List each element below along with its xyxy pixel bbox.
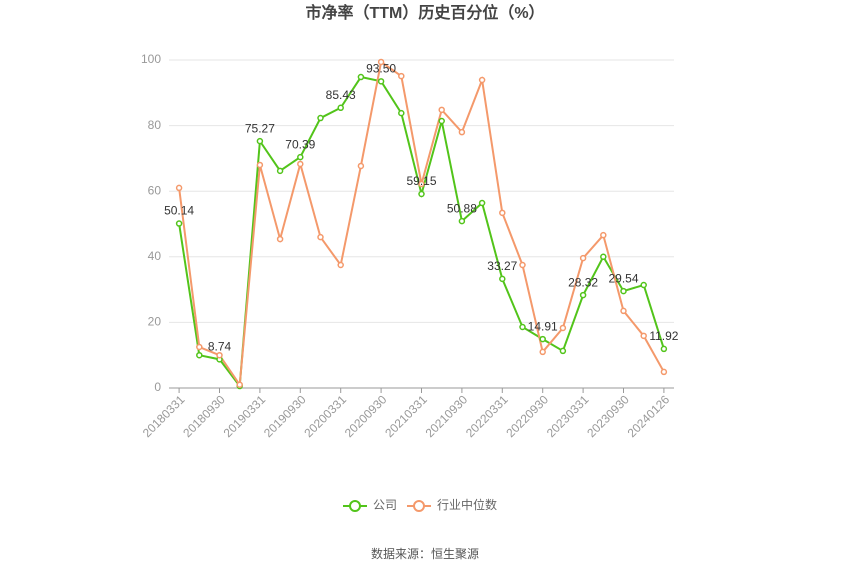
data-label: 33.27 <box>487 259 517 273</box>
x-tick-label: 20210331 <box>382 392 430 440</box>
point <box>256 137 264 145</box>
legend-label: 行业中位数 <box>437 497 497 512</box>
x-tick-label: 20180331 <box>140 392 188 440</box>
y-tick-label: 0 <box>154 380 161 394</box>
x-tick-label: 20190331 <box>221 392 269 440</box>
point <box>478 199 486 207</box>
legend-marker <box>349 500 361 512</box>
point <box>357 162 365 170</box>
point <box>620 287 627 295</box>
point <box>519 323 526 331</box>
point <box>559 324 567 332</box>
point <box>579 254 587 262</box>
point <box>478 76 486 84</box>
point <box>600 231 607 239</box>
point <box>640 332 647 340</box>
chart-title: 市净率（TTM）历史百分位（%） <box>305 3 544 22</box>
data-label: 70.39 <box>285 137 315 151</box>
point <box>458 128 466 136</box>
data-label: 8.74 <box>208 340 232 354</box>
point <box>398 72 405 80</box>
legend-marker <box>413 500 425 512</box>
point <box>317 114 324 122</box>
point <box>600 253 607 261</box>
legend-label: 公司 <box>373 498 397 512</box>
point <box>398 109 405 117</box>
x-tick-label: 20230331 <box>544 392 592 440</box>
y-tick-label: 20 <box>148 315 162 329</box>
point <box>236 381 243 388</box>
point <box>377 78 385 85</box>
point <box>337 104 344 112</box>
point <box>377 58 385 66</box>
point <box>276 235 284 243</box>
point <box>660 368 668 376</box>
data-label: 59.15 <box>406 174 436 188</box>
point <box>620 307 627 315</box>
data-label: 14.91 <box>528 319 558 333</box>
data-label: 29.54 <box>608 271 638 285</box>
point <box>297 160 304 168</box>
point <box>357 73 365 81</box>
x-tick-label: 20200930 <box>342 392 390 440</box>
x-tick-label: 20220930 <box>503 392 551 440</box>
point <box>660 345 668 353</box>
point <box>539 348 546 356</box>
data-label: 11.92 <box>649 329 678 343</box>
point <box>640 281 647 289</box>
data-label: 93.50 <box>366 61 396 75</box>
y-tick-label: 80 <box>148 118 162 132</box>
point <box>579 291 587 299</box>
y-tick-label: 60 <box>148 183 162 197</box>
data-label: 50.88 <box>447 201 477 215</box>
data-label: 75.27 <box>245 121 275 135</box>
point <box>297 153 304 161</box>
point <box>216 351 223 359</box>
point <box>196 343 203 351</box>
point <box>175 184 183 192</box>
point <box>418 180 425 188</box>
x-tick-label: 20200331 <box>301 392 349 440</box>
y-tick-label: 40 <box>148 249 162 263</box>
point <box>337 261 344 269</box>
point <box>519 261 526 269</box>
series-line <box>178 60 665 388</box>
x-tick-label: 20210930 <box>423 392 471 440</box>
y-tick-label: 100 <box>141 52 161 66</box>
x-tick-label: 20230930 <box>584 392 632 440</box>
x-tick-label: 20220331 <box>463 392 511 440</box>
point <box>175 220 183 227</box>
point <box>276 167 284 175</box>
point <box>458 217 466 225</box>
data-label: 50.14 <box>164 204 194 218</box>
point <box>418 190 425 198</box>
source: 数据来源：恒生聚源 <box>371 546 479 561</box>
x-tick-label: 20190930 <box>261 392 309 440</box>
point <box>438 117 445 125</box>
x-tick-label: 20240126 <box>625 392 673 440</box>
x-tick-label: 20180930 <box>180 392 228 440</box>
point <box>539 335 546 343</box>
point <box>196 351 203 359</box>
point <box>499 209 506 217</box>
data-label: 28.32 <box>568 275 598 289</box>
point <box>438 106 445 114</box>
point <box>256 161 264 169</box>
point <box>499 275 506 283</box>
data-label: 85.43 <box>326 88 356 102</box>
point <box>559 347 567 355</box>
point <box>317 233 324 241</box>
